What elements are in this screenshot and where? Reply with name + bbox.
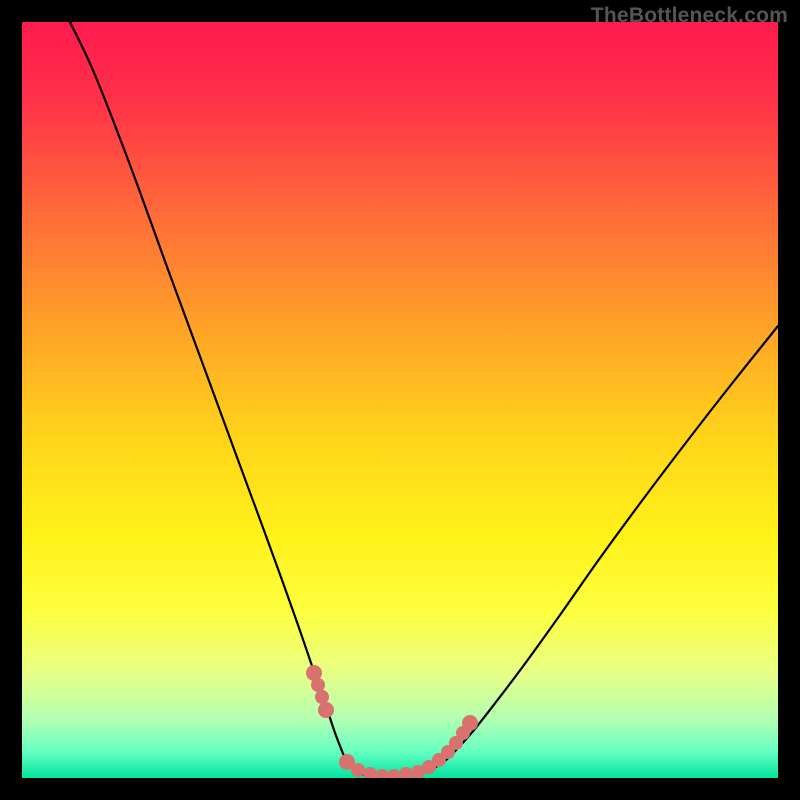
watermark-text: TheBottleneck.com (591, 4, 788, 28)
bottleneck-chart-svg (0, 0, 800, 800)
data-marker (318, 702, 334, 718)
data-marker (462, 715, 478, 731)
data-marker (311, 678, 325, 692)
data-marker (351, 763, 365, 777)
chart-background-gradient (22, 22, 778, 778)
chart-stage: TheBottleneck.com (0, 0, 800, 800)
data-marker (315, 690, 329, 704)
